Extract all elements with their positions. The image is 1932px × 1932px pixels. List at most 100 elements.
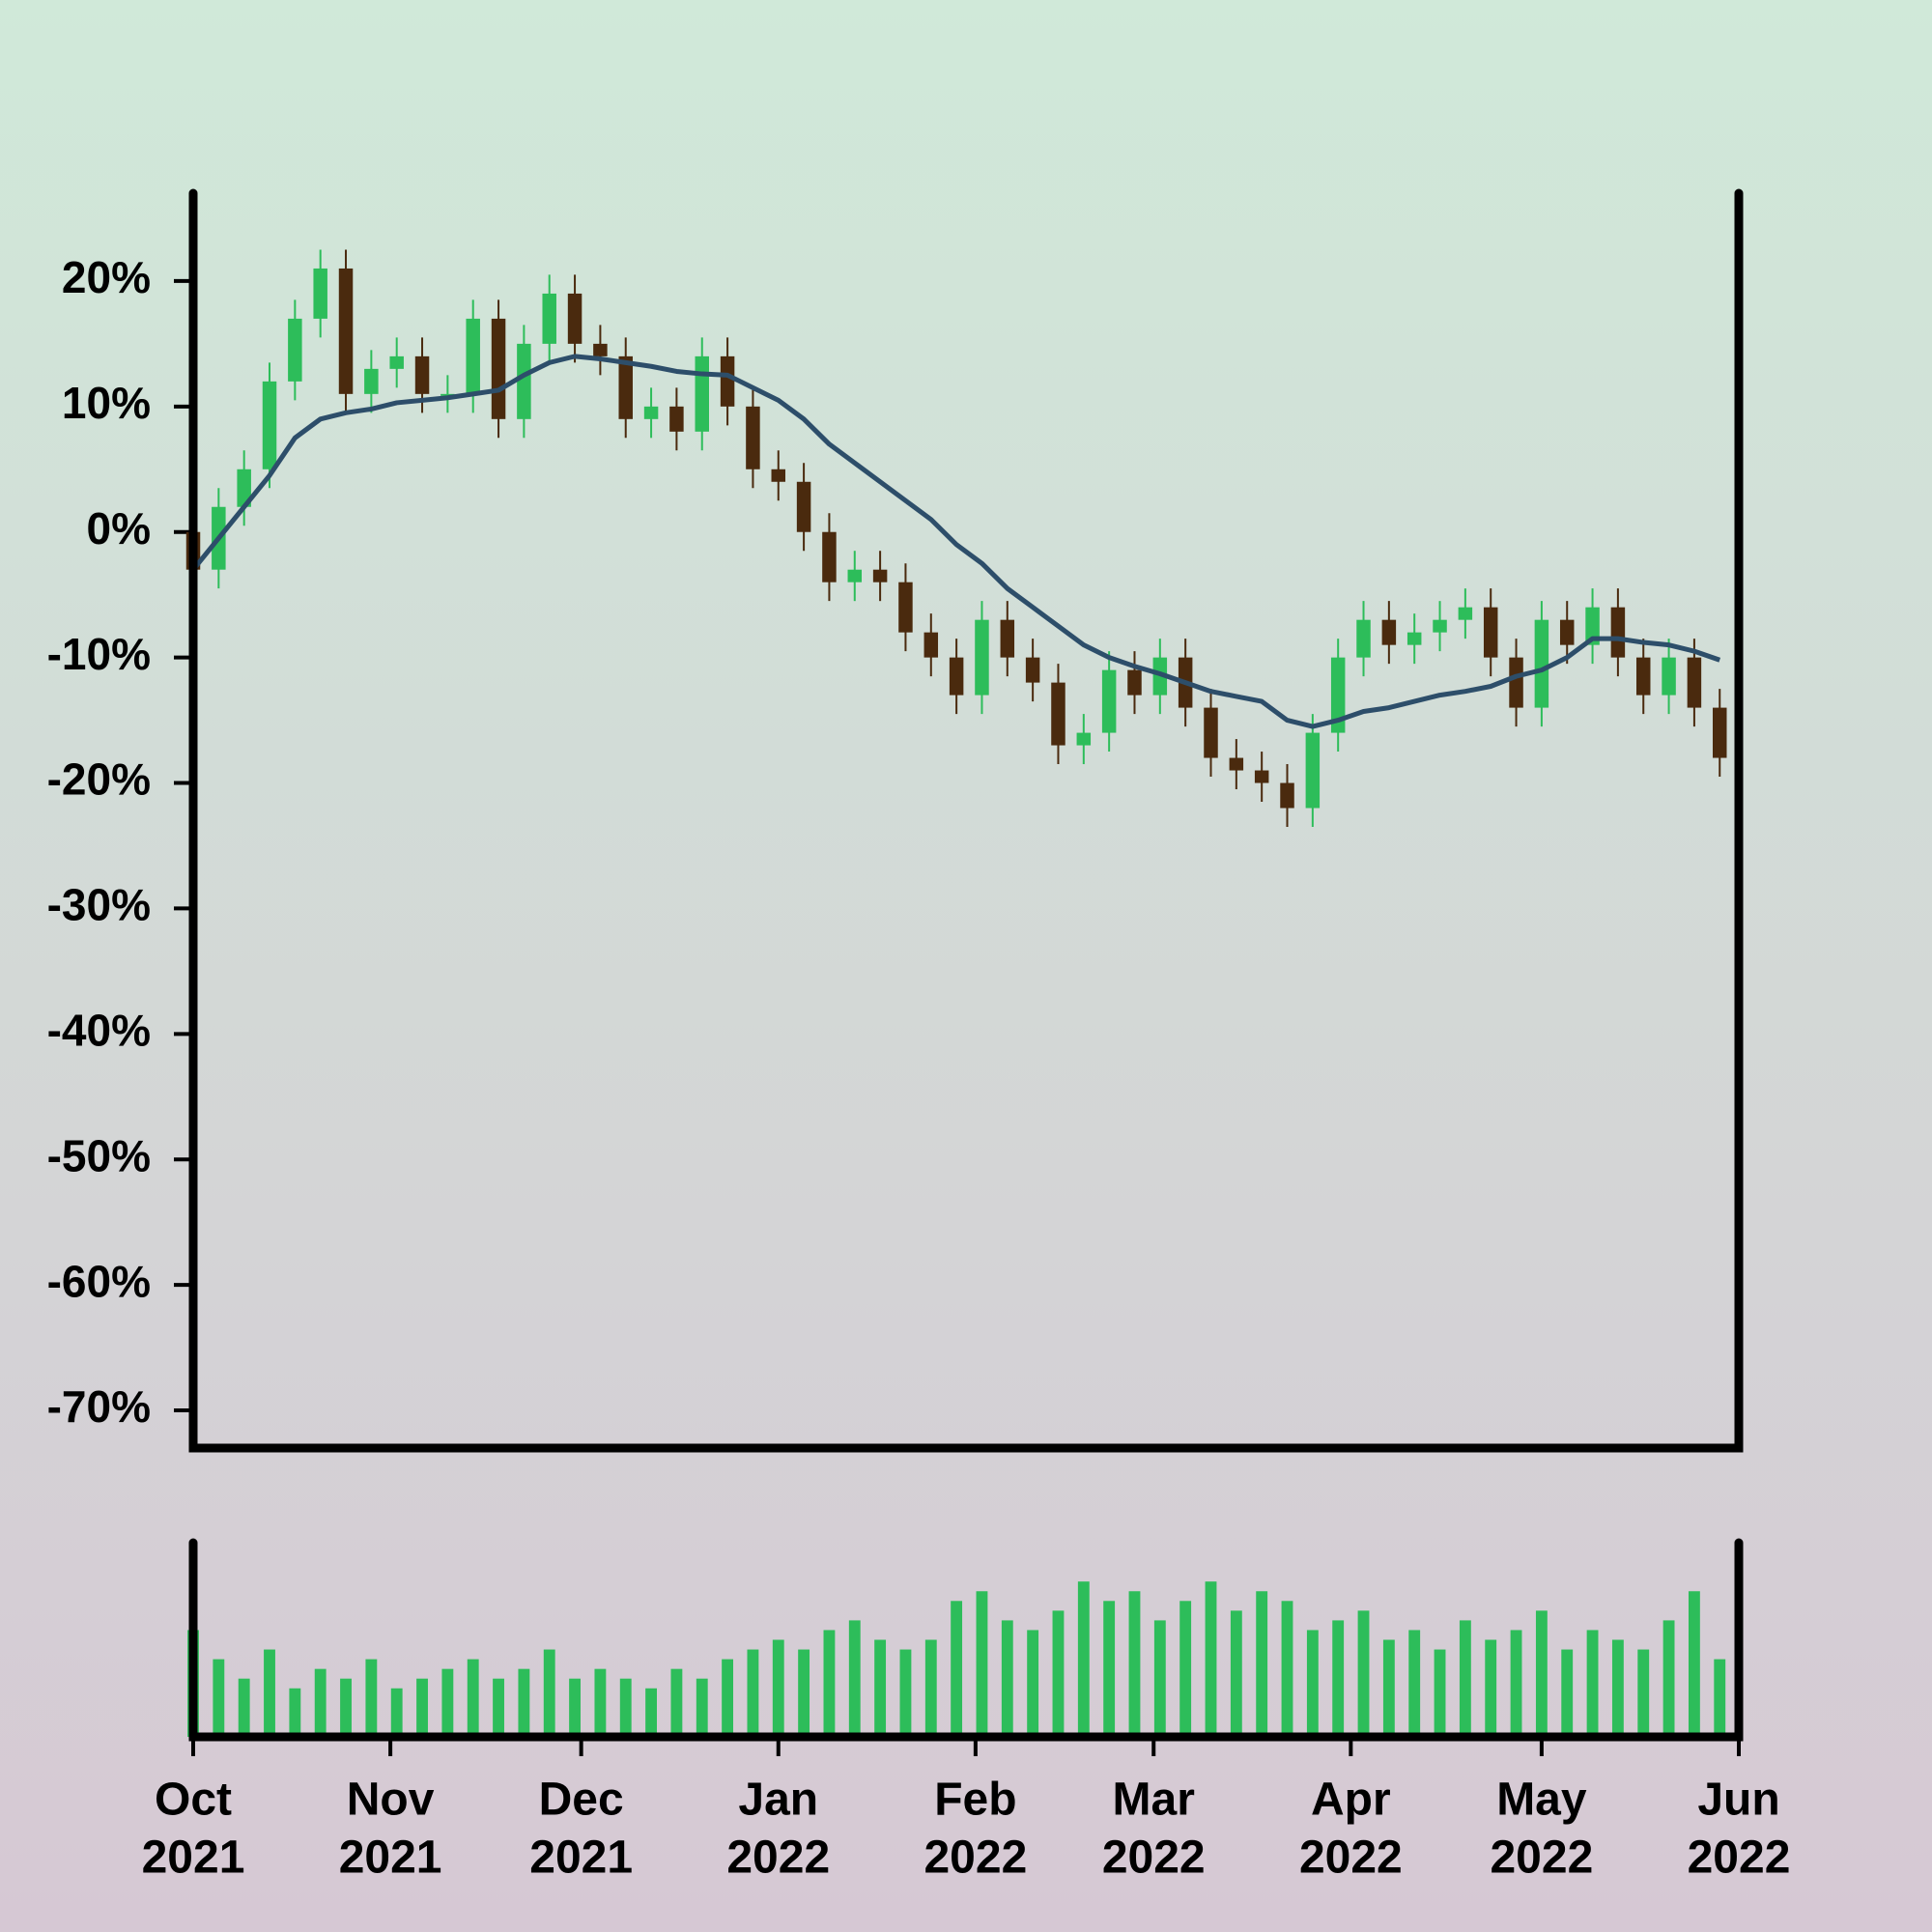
volume-bar bbox=[1459, 1620, 1471, 1737]
volume-bar bbox=[1027, 1630, 1039, 1737]
y-tick-label: -30% bbox=[47, 880, 151, 930]
volume-bar bbox=[1128, 1591, 1141, 1737]
candle-body bbox=[1076, 732, 1092, 746]
volume-bar bbox=[1332, 1620, 1345, 1737]
candle-body bbox=[923, 632, 939, 658]
candle-body bbox=[1713, 707, 1727, 758]
candle-body bbox=[1254, 770, 1269, 783]
candle-body bbox=[364, 368, 379, 394]
x-tick-label: 2021 bbox=[529, 1833, 633, 1884]
volume-bar bbox=[1510, 1630, 1522, 1737]
volume-bar bbox=[289, 1688, 301, 1737]
volume-bar bbox=[1052, 1610, 1065, 1737]
candle-body bbox=[313, 268, 327, 319]
candle-body bbox=[1483, 607, 1498, 658]
volume-bar bbox=[823, 1630, 836, 1737]
candle-body bbox=[440, 393, 455, 396]
axis-frame bbox=[188, 1538, 1744, 1742]
candle-body bbox=[1000, 619, 1015, 658]
candle-body bbox=[847, 569, 863, 582]
candle-body bbox=[1662, 657, 1676, 696]
candle-body bbox=[872, 569, 888, 582]
volume-bar bbox=[772, 1639, 784, 1737]
volume-bar bbox=[1535, 1610, 1548, 1737]
candle-body bbox=[1381, 619, 1397, 645]
volume-bar bbox=[899, 1649, 912, 1737]
volume-bar bbox=[518, 1668, 530, 1737]
volume-bar bbox=[416, 1678, 428, 1737]
candle-body bbox=[898, 582, 913, 633]
volume-bar bbox=[467, 1659, 479, 1737]
candle-body bbox=[517, 343, 531, 419]
x-tick-label: 2021 bbox=[339, 1833, 442, 1884]
candle-body bbox=[593, 343, 608, 356]
candle-body bbox=[695, 355, 709, 432]
volume-bar bbox=[1611, 1639, 1624, 1737]
moving-average bbox=[191, 354, 1721, 729]
volume-bar bbox=[569, 1678, 581, 1737]
candle-body bbox=[1610, 607, 1626, 658]
volume-bar bbox=[848, 1620, 861, 1737]
candle-body bbox=[567, 293, 582, 344]
candle-body bbox=[771, 469, 786, 482]
candle-body bbox=[1458, 607, 1473, 620]
volume-bar bbox=[1382, 1639, 1395, 1737]
x-tick-label: Mar bbox=[1113, 1775, 1195, 1826]
volume-bar bbox=[213, 1659, 225, 1737]
candle-body bbox=[1433, 619, 1447, 633]
volume-bar bbox=[1179, 1601, 1192, 1737]
volume-bar bbox=[1561, 1649, 1574, 1737]
candle-body bbox=[389, 355, 404, 369]
x-tick-label: 2022 bbox=[1688, 1833, 1791, 1884]
volume-bar bbox=[365, 1659, 378, 1737]
volume-bar bbox=[390, 1688, 403, 1737]
candle-body bbox=[1280, 782, 1294, 809]
volume-bar bbox=[645, 1688, 657, 1737]
volume-bar bbox=[747, 1649, 759, 1737]
volume-bar bbox=[238, 1678, 250, 1737]
volume-bar bbox=[951, 1601, 963, 1737]
volume-bar bbox=[696, 1678, 708, 1737]
candle-body bbox=[796, 481, 811, 532]
x-tick-label: Dec bbox=[539, 1775, 624, 1826]
candle-body bbox=[975, 619, 989, 696]
candle-body bbox=[1406, 632, 1422, 645]
candle-body bbox=[237, 469, 251, 507]
volume-bar bbox=[1714, 1659, 1726, 1737]
candle-body bbox=[1534, 619, 1549, 708]
x-tick-label: 2022 bbox=[1102, 1833, 1206, 1884]
candle-body bbox=[822, 531, 837, 582]
candle-body bbox=[1025, 657, 1040, 683]
volume-bar bbox=[798, 1649, 810, 1737]
candle-body bbox=[466, 318, 480, 394]
x-tick-label: 2021 bbox=[142, 1833, 245, 1884]
candle-body bbox=[1229, 757, 1244, 771]
candle-body bbox=[1127, 669, 1142, 696]
volume-bar bbox=[1103, 1601, 1116, 1737]
candle-body bbox=[262, 381, 277, 469]
volume-bar bbox=[264, 1649, 275, 1737]
candle-body bbox=[491, 318, 506, 419]
x-tick-label: Jan bbox=[738, 1775, 818, 1826]
volume-bar bbox=[619, 1678, 632, 1737]
volume-bar bbox=[1153, 1620, 1166, 1737]
candle-body bbox=[746, 406, 760, 469]
volume-bar bbox=[1408, 1630, 1421, 1737]
volume-bar bbox=[874, 1639, 887, 1737]
y-tick-label: 0% bbox=[87, 503, 151, 554]
candle-body bbox=[643, 406, 659, 419]
volume-bar bbox=[1357, 1610, 1370, 1737]
candle-body bbox=[1585, 607, 1600, 645]
volume-bar bbox=[1306, 1630, 1319, 1737]
y-tick-label: -50% bbox=[47, 1130, 151, 1180]
volume-bar bbox=[1688, 1591, 1700, 1737]
candle-body bbox=[1635, 657, 1651, 696]
volume-bar bbox=[1586, 1630, 1599, 1737]
candle-body bbox=[1687, 657, 1702, 708]
volume-bar bbox=[1485, 1639, 1497, 1737]
x-tick-label: 2022 bbox=[726, 1833, 830, 1884]
candle-body bbox=[1330, 657, 1346, 733]
candle-body bbox=[542, 293, 556, 344]
